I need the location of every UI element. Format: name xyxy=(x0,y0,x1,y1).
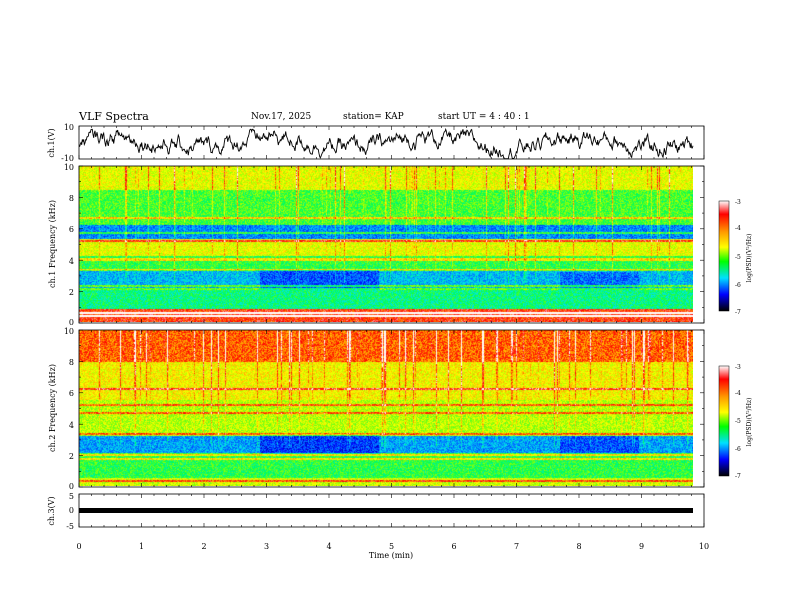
spec2-ytick-2: 2 xyxy=(69,452,74,461)
xtick-0: 0 xyxy=(76,542,81,551)
cb1-tick-3: -3 xyxy=(735,199,741,206)
ch3-ytick-5: 5 xyxy=(69,492,74,501)
cb1-label: log(PSD)(V²/Hz) xyxy=(746,234,753,283)
ch1-wave-ylabel: ch.1(V) xyxy=(47,128,56,157)
figure-title: VLF Spectra xyxy=(79,110,149,123)
spec2-ytick-4: 4 xyxy=(69,421,74,430)
cb2-tick-5: -5 xyxy=(735,418,741,425)
ch3-ytick--5: -5 xyxy=(66,522,74,531)
xtick-1: 1 xyxy=(139,542,144,551)
x-axis-label: Time (min) xyxy=(369,551,413,560)
xtick-2: 2 xyxy=(201,542,206,551)
spec1-ytick-4: 4 xyxy=(69,257,74,266)
ch3-waveform-line xyxy=(79,508,693,513)
ch2-spectrogram xyxy=(79,330,693,486)
spec2-ytick-0: 0 xyxy=(69,482,74,491)
ch1-spectrogram xyxy=(79,166,693,322)
xtick-4: 4 xyxy=(326,542,331,551)
ch1-spec-ylabel: ch.1 Frequency (kHz) xyxy=(48,200,57,288)
spec2-ytick-6: 6 xyxy=(69,389,74,398)
cb2-tick-7: -7 xyxy=(735,473,741,480)
xtick-9: 9 xyxy=(639,542,644,551)
xtick-6: 6 xyxy=(451,542,456,551)
ch1-waveform-line xyxy=(78,127,694,160)
xtick-5: 5 xyxy=(389,542,394,551)
ch3-wave-ylabel: ch.3(V) xyxy=(47,496,56,525)
spec2-ytick-10: 10 xyxy=(64,327,74,336)
xtick-8: 8 xyxy=(576,542,581,551)
station-label: station= KAP xyxy=(343,112,404,122)
cb1-tick-7: -7 xyxy=(735,309,741,316)
xtick-3: 3 xyxy=(264,542,269,551)
start-time-label: start UT = 4 : 40 : 1 xyxy=(438,112,530,122)
cb1-tick-6: -6 xyxy=(735,282,741,289)
spec2-ytick-8: 8 xyxy=(69,358,74,367)
cb2-label: log(PSD)(V²/Hz) xyxy=(746,398,753,447)
ch2-spec-ylabel: ch.2 Frequency (kHz) xyxy=(48,364,57,452)
cb2-tick-3: -3 xyxy=(735,364,741,371)
spec1-ytick-2: 2 xyxy=(69,288,74,297)
xtick-10: 10 xyxy=(699,542,709,551)
date-label: Nov.17, 2025 xyxy=(251,112,312,122)
cb1-tick-5: -5 xyxy=(735,254,741,261)
colorbar-ch2: -3 -4 -5 -6 -7 log(PSD)(V²/Hz) xyxy=(718,364,753,480)
spec1-ytick-6: 6 xyxy=(69,225,74,234)
spec1-ytick-0: 0 xyxy=(69,318,74,327)
cb1-tick-4: -4 xyxy=(735,225,741,232)
spec1-ytick-10: 10 xyxy=(64,163,74,172)
xtick-7: 7 xyxy=(514,542,519,551)
colorbar-ch1: -3 -4 -5 -6 -7 log(PSD)(V²/Hz) xyxy=(718,199,753,316)
cb2-tick-6: -6 xyxy=(735,446,741,453)
ch1-ytick--10: -10 xyxy=(61,154,74,163)
cb2-tick-4: -4 xyxy=(735,390,741,397)
ch3-ytick-0: 0 xyxy=(69,506,74,515)
spec1-ytick-8: 8 xyxy=(69,194,74,203)
ch1-ytick-10: 10 xyxy=(64,123,74,132)
axis-ticks xyxy=(78,126,705,527)
